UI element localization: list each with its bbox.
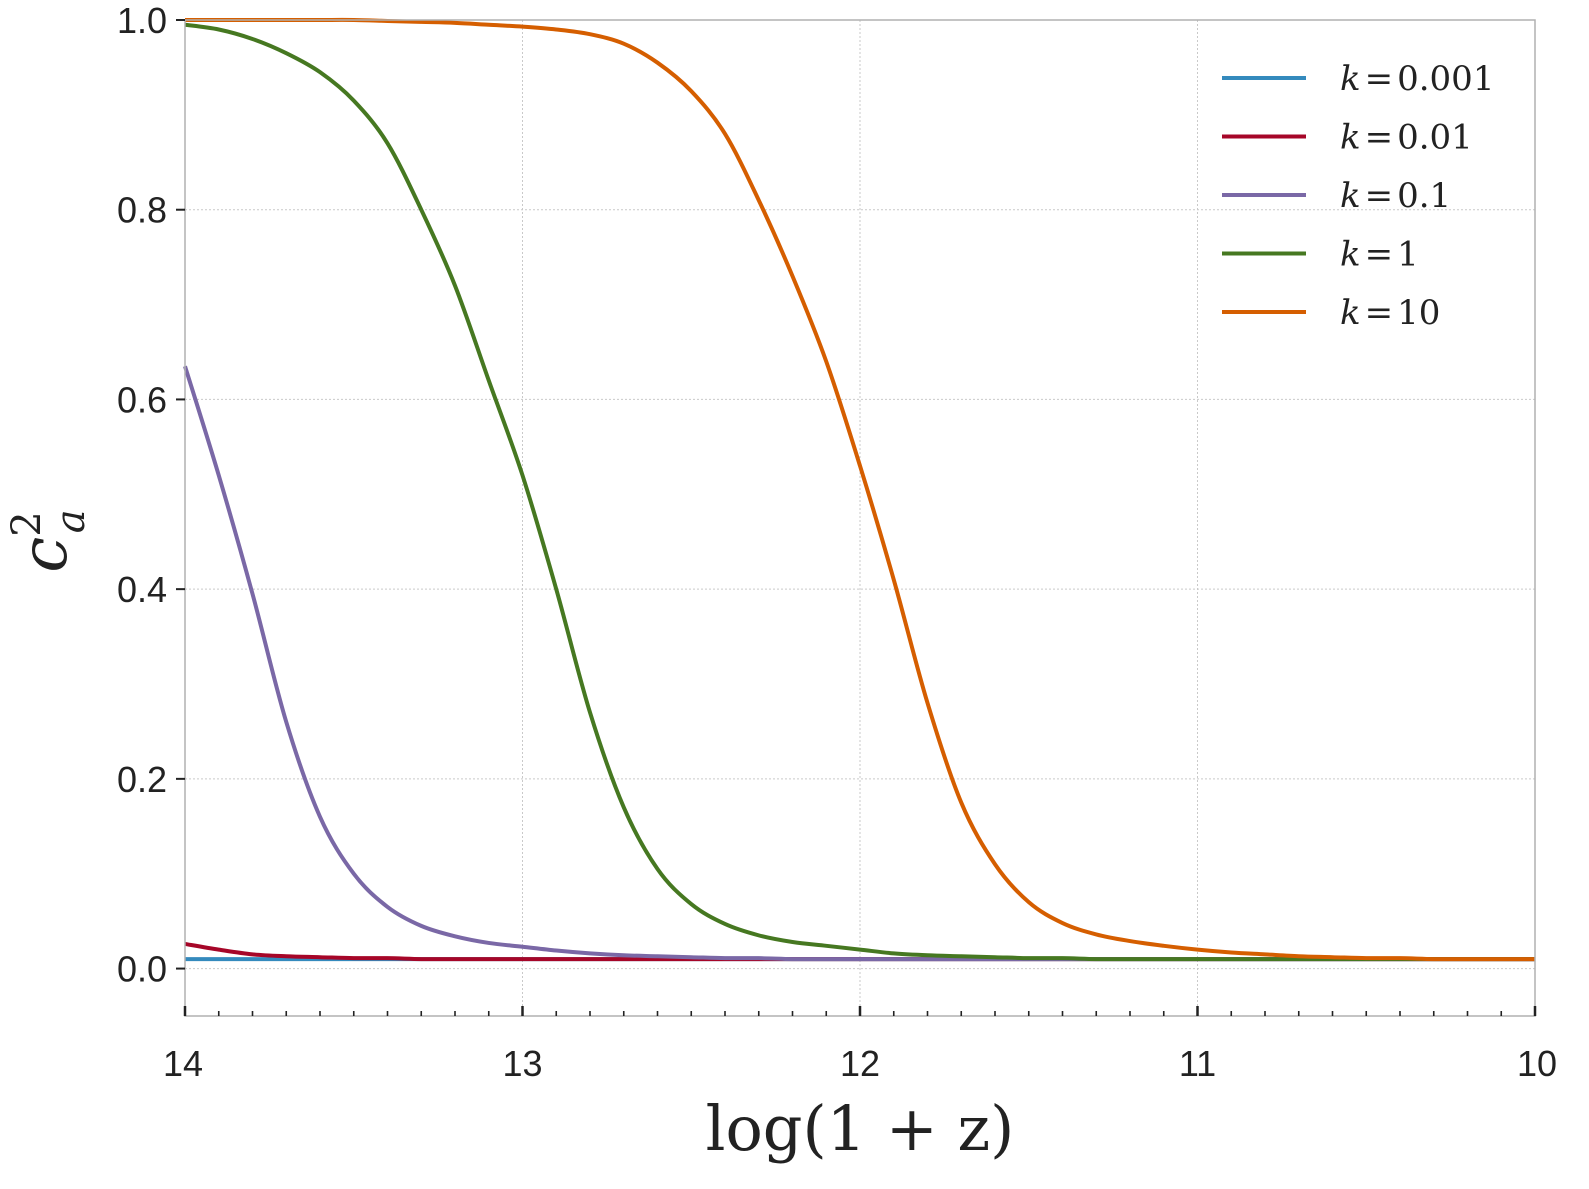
series-lines <box>183 17 1535 962</box>
series-line-3 <box>184 22 1535 962</box>
y-tick-label: 0.2 <box>117 759 167 800</box>
legend-item: k = 0.001 <box>1222 59 1494 99</box>
x-tick-label: 13 <box>502 1043 542 1084</box>
legend-label-value: 0.01 <box>1397 118 1473 158</box>
y-tick-label: 0.8 <box>117 190 167 231</box>
y-axis-label: c2a <box>4 509 94 572</box>
series-line-2 <box>183 365 1535 962</box>
x-axis-label: log(1 + z) <box>706 1092 1015 1165</box>
legend-label-k: k <box>1340 293 1361 333</box>
legend-label-value: 0.001 <box>1397 59 1494 99</box>
legend-label: k = 10 <box>1340 293 1440 333</box>
legend-item: k = 10 <box>1222 293 1440 333</box>
legend-label: k = 0.1 <box>1340 176 1451 216</box>
legend-label: k = 0.001 <box>1340 59 1494 99</box>
y-tick-label: 1.0 <box>117 0 167 41</box>
x-tick-label: 14 <box>163 1043 203 1084</box>
legend-label-k: k <box>1340 176 1361 216</box>
legend-label-value: 10 <box>1397 293 1440 333</box>
y-axis-label-main: c <box>8 537 82 573</box>
x-tick-label: 12 <box>840 1043 880 1084</box>
y-tick-label: 0.0 <box>117 949 167 990</box>
legend-item: k = 0.1 <box>1222 176 1451 216</box>
series-line-4 <box>184 17 1535 962</box>
legend-label: k = 0.01 <box>1340 118 1473 158</box>
y-axis-label-subscript: a <box>48 509 94 533</box>
legend-label: k = 1 <box>1340 235 1419 275</box>
legend-label-k: k <box>1340 59 1361 99</box>
legend-label-eq: = <box>1365 59 1394 99</box>
axis-ticks: 0.0 0.2 0.4 0.6 0.8 1.0 14 13 12 11 10 <box>117 0 1557 1084</box>
legend-label-k: k <box>1340 235 1361 275</box>
legend-label-k: k <box>1340 118 1361 158</box>
y-tick-label: 0.6 <box>117 379 167 420</box>
x-tick-label: 10 <box>1517 1043 1557 1084</box>
y-tick-label: 0.4 <box>117 569 167 610</box>
legend-label-value: 0.1 <box>1397 176 1451 216</box>
legend-label-eq: = <box>1365 293 1394 333</box>
x-tick-label: 11 <box>1179 1043 1216 1084</box>
legend-label-eq: = <box>1365 235 1394 275</box>
grid <box>184 19 1536 1016</box>
legend-label-eq: = <box>1365 118 1394 158</box>
y-axis-label-superscript: 2 <box>4 511 50 536</box>
legend-item: k = 1 <box>1222 235 1419 275</box>
legend-item: k = 0.01 <box>1222 118 1473 158</box>
legend-label-value: 1 <box>1397 235 1419 275</box>
legend-label-eq: = <box>1365 176 1394 216</box>
